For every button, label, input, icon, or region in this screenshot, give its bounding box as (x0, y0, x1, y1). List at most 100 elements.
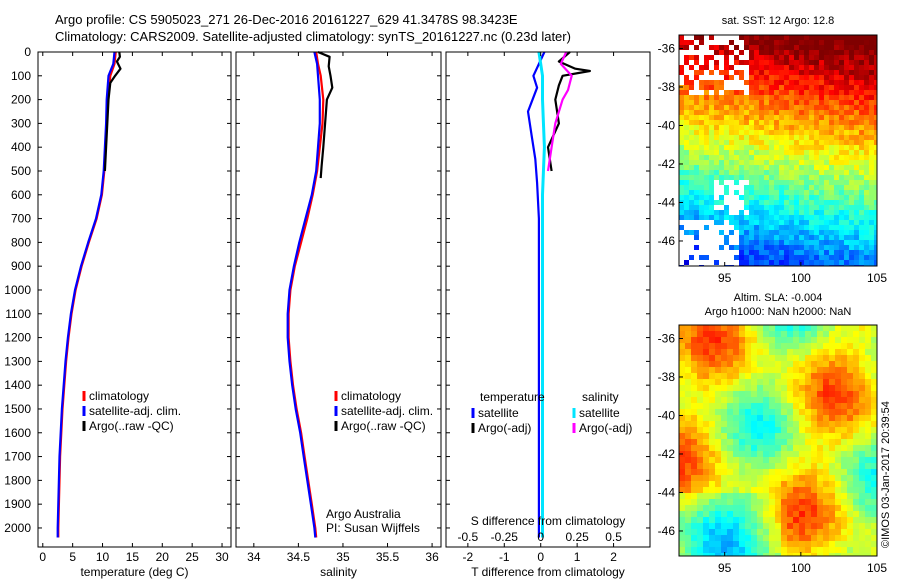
sla-map-cell (679, 325, 685, 331)
sst-map-cell (834, 150, 839, 155)
sla-map-cell (865, 511, 871, 517)
sla-map-cell (709, 379, 715, 385)
sla-map-cell (769, 373, 775, 379)
sst-map-cell (849, 125, 854, 130)
salinity-annotation: PI: Susan Wijffels (326, 521, 420, 535)
sst-map-cell (744, 80, 749, 85)
sst-map-cell (749, 245, 754, 250)
sst-map-cell (769, 140, 774, 145)
sla-map-cell (829, 481, 835, 487)
sla-map-cell (781, 331, 787, 337)
sla-map-frame (678, 324, 878, 557)
sst-map-cell (739, 135, 744, 140)
sst-map-cell (864, 165, 869, 170)
sst-map-cell (844, 40, 849, 45)
sst-map-cell (719, 45, 724, 50)
sst-map-cell (814, 250, 819, 255)
sst-map-cell (844, 220, 849, 225)
sst-map-cell (844, 190, 849, 195)
sst-map-cell (854, 250, 859, 255)
sst-map-cell (754, 145, 759, 150)
sst-map-cell (769, 230, 774, 235)
sla-map-cell (685, 517, 691, 523)
sst-map-cell (869, 75, 874, 80)
sla-map-cell (757, 361, 763, 367)
sla-map-cell (805, 541, 811, 547)
sla-map-cell (721, 379, 727, 385)
sst-map-cell (754, 50, 759, 55)
sst-map-cell (854, 255, 859, 260)
sst-map-cell (874, 105, 877, 110)
sla-map-ytick-label: -38 (658, 370, 676, 384)
sla-map-cell (685, 487, 691, 493)
sst-map-cell (839, 120, 844, 125)
sst-map-cell (869, 165, 874, 170)
sst-map-cell (769, 260, 774, 265)
sst-map-cell (759, 250, 764, 255)
sst-map-cell (739, 150, 744, 155)
sla-map-cell (679, 523, 685, 529)
sst-map-cell (769, 170, 774, 175)
sst-map-cell (769, 75, 774, 80)
sla-map-cell (787, 535, 793, 541)
sst-map-cell (684, 160, 689, 165)
sla-map-cell (817, 349, 823, 355)
sst-map-cell (844, 130, 849, 135)
sla-map-cell (721, 421, 727, 427)
sst-map-cell (844, 95, 849, 100)
sla-map-cell (697, 403, 703, 409)
sst-map-cell (714, 100, 719, 105)
sst-map-cell (819, 150, 824, 155)
sst-map-cell (744, 140, 749, 145)
sla-map-cell (865, 403, 871, 409)
sst-map-cell (714, 50, 719, 55)
sla-map-cell (739, 415, 745, 421)
sla-map-cell (769, 343, 775, 349)
sst-map-cell (769, 150, 774, 155)
sst-map-cell (679, 135, 684, 140)
sst-map-cell (769, 95, 774, 100)
sla-map-cell (865, 469, 871, 475)
sst-map-cell (794, 110, 799, 115)
sla-map-cell (871, 511, 877, 517)
sla-map-cell (841, 385, 847, 391)
sst-map-cell (749, 175, 754, 180)
sst-map-cell (869, 35, 874, 40)
sla-map-cell (715, 541, 721, 547)
sla-map-cell (685, 505, 691, 511)
sst-map-cell (759, 240, 764, 245)
sla-map-cell (781, 511, 787, 517)
sla-map-cell (853, 535, 859, 541)
sst-map-cell (819, 45, 824, 50)
sst-map-cell (829, 260, 834, 265)
sst-map-cell (694, 245, 699, 250)
sst-map-cell (864, 175, 869, 180)
sst-map-cell (824, 190, 829, 195)
sst-map-cell (799, 115, 804, 120)
sla-map-cell (805, 439, 811, 445)
sst-map-cell (724, 160, 729, 165)
sst-map-cell (764, 80, 769, 85)
sst-map-cell (869, 60, 874, 65)
sst-map-cell (834, 120, 839, 125)
sla-map-cell (679, 403, 685, 409)
sst-map-cell (864, 190, 869, 195)
sla-map-cell (745, 547, 751, 553)
difference-series-2 (537, 51, 546, 538)
sst-map-cell (799, 145, 804, 150)
sst-map-cell (719, 150, 724, 155)
sst-map-cell (814, 130, 819, 135)
sst-map-cell (784, 225, 789, 230)
sst-map-cell (719, 180, 724, 185)
sla-map-cell (679, 463, 685, 469)
sst-map-cell (799, 205, 804, 210)
sst-map-cell (704, 150, 709, 155)
sla-map-cell (715, 427, 721, 433)
sla-map-cell (787, 475, 793, 481)
sst-map-cell (689, 100, 694, 105)
sla-map-cell (727, 469, 733, 475)
sst-map-cell (719, 175, 724, 180)
sst-map-cell (789, 210, 794, 215)
sla-map-cell (781, 541, 787, 547)
sst-map-cell (804, 115, 809, 120)
